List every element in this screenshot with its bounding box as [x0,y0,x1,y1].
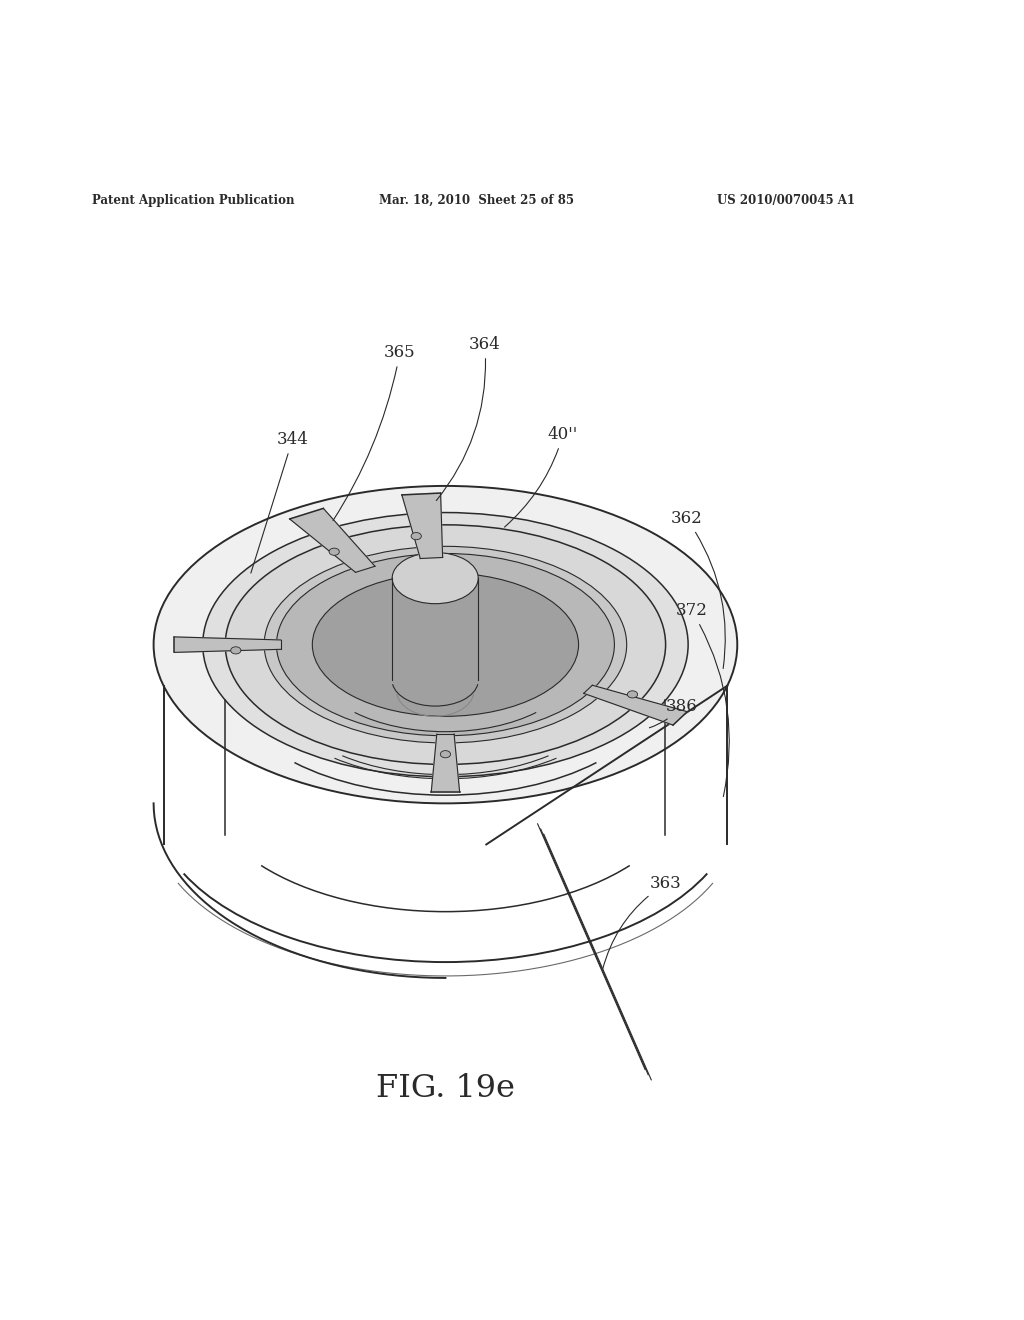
Text: 364: 364 [436,337,501,500]
Ellipse shape [392,553,478,603]
Text: 40'': 40'' [505,426,579,527]
Ellipse shape [628,690,638,698]
Text: 362: 362 [671,511,725,668]
Ellipse shape [411,532,421,540]
Ellipse shape [154,486,737,804]
Polygon shape [401,494,442,558]
Text: FIG. 19e: FIG. 19e [376,1073,515,1104]
Ellipse shape [225,525,666,764]
Ellipse shape [440,751,451,758]
Text: US 2010/0070045 A1: US 2010/0070045 A1 [717,194,855,207]
Text: 372: 372 [676,602,729,796]
Text: 386: 386 [649,697,697,727]
Polygon shape [174,638,281,652]
Text: Mar. 18, 2010  Sheet 25 of 85: Mar. 18, 2010 Sheet 25 of 85 [379,194,573,207]
Polygon shape [431,734,460,792]
Text: 344: 344 [251,432,308,573]
Polygon shape [290,508,375,573]
Ellipse shape [276,553,614,735]
Text: 363: 363 [603,875,682,969]
Text: Patent Application Publication: Patent Application Publication [92,194,295,207]
Ellipse shape [203,512,688,776]
Ellipse shape [312,573,579,717]
Ellipse shape [329,548,339,556]
Ellipse shape [230,647,241,653]
Ellipse shape [264,546,627,743]
Text: 365: 365 [333,345,416,520]
Polygon shape [584,685,687,725]
